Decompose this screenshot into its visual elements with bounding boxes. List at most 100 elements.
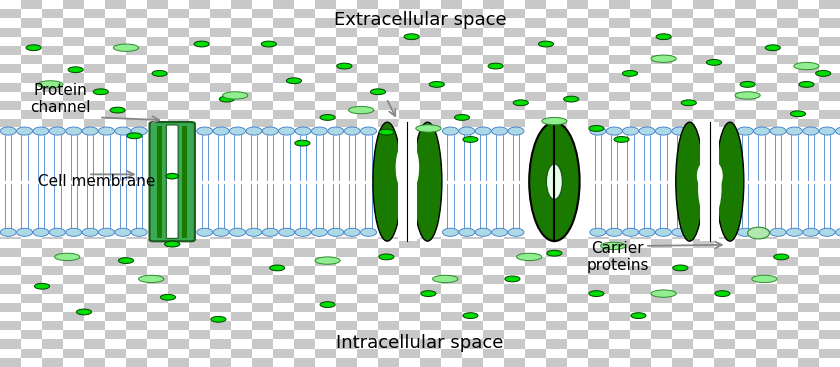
Ellipse shape xyxy=(82,228,98,236)
Bar xyxy=(609,284,630,294)
Bar xyxy=(756,9,777,18)
Bar xyxy=(420,0,441,9)
Ellipse shape xyxy=(295,127,311,135)
Bar xyxy=(0,46,21,55)
Bar xyxy=(756,312,777,321)
Bar xyxy=(168,321,189,330)
Text: Intracellular space: Intracellular space xyxy=(336,334,504,352)
Bar xyxy=(609,64,630,73)
Bar xyxy=(63,312,84,321)
Bar xyxy=(168,303,189,312)
Bar xyxy=(756,83,777,92)
Bar xyxy=(546,303,567,312)
Bar xyxy=(567,312,588,321)
Bar xyxy=(525,28,546,37)
Bar xyxy=(168,46,189,55)
Bar xyxy=(735,358,756,367)
Bar xyxy=(693,0,714,9)
Bar xyxy=(126,83,147,92)
Bar xyxy=(105,128,126,138)
Bar xyxy=(483,55,504,64)
Bar xyxy=(252,248,273,257)
Bar xyxy=(336,266,357,275)
Ellipse shape xyxy=(50,228,66,236)
Ellipse shape xyxy=(794,62,819,70)
Bar xyxy=(693,73,714,83)
Bar xyxy=(168,101,189,110)
Bar xyxy=(504,358,525,367)
Bar xyxy=(315,92,336,101)
Bar xyxy=(567,0,588,9)
Bar xyxy=(651,28,672,37)
Bar xyxy=(315,321,336,330)
Bar xyxy=(189,73,210,83)
Bar xyxy=(777,193,798,202)
Ellipse shape xyxy=(681,100,696,106)
Ellipse shape xyxy=(740,81,755,87)
Bar xyxy=(630,312,651,321)
Bar xyxy=(21,330,42,339)
Bar xyxy=(609,83,630,92)
Bar xyxy=(273,211,294,220)
Bar xyxy=(210,284,231,294)
Ellipse shape xyxy=(622,70,638,76)
Bar xyxy=(147,257,168,266)
Ellipse shape xyxy=(110,107,125,113)
Bar xyxy=(420,303,441,312)
Bar xyxy=(252,266,273,275)
Bar xyxy=(798,165,819,174)
Bar xyxy=(21,303,42,312)
Bar xyxy=(189,248,210,257)
Ellipse shape xyxy=(752,275,777,283)
Bar xyxy=(315,193,336,202)
Bar xyxy=(168,28,189,37)
Bar xyxy=(189,165,210,174)
Ellipse shape xyxy=(68,67,83,73)
Bar xyxy=(357,349,378,358)
Ellipse shape xyxy=(98,127,114,135)
Bar xyxy=(777,83,798,92)
Bar xyxy=(147,211,168,220)
Bar xyxy=(714,321,735,330)
Bar xyxy=(315,257,336,266)
Bar xyxy=(336,128,357,138)
Bar xyxy=(294,128,315,138)
Bar xyxy=(168,211,189,220)
Bar xyxy=(357,211,378,220)
Bar xyxy=(42,9,63,18)
Bar xyxy=(819,92,840,101)
Bar xyxy=(63,0,84,9)
Bar xyxy=(0,28,21,37)
Bar xyxy=(462,101,483,110)
Bar xyxy=(798,239,819,248)
Bar xyxy=(105,303,126,312)
Bar xyxy=(420,73,441,83)
Bar xyxy=(672,46,693,55)
Bar xyxy=(84,147,105,156)
Bar xyxy=(189,349,210,358)
Bar xyxy=(294,303,315,312)
Bar xyxy=(399,257,420,266)
Bar xyxy=(504,83,525,92)
Bar xyxy=(21,101,42,110)
Bar xyxy=(378,92,399,101)
Bar xyxy=(546,18,567,28)
Bar xyxy=(189,321,210,330)
Bar xyxy=(84,184,105,193)
Bar xyxy=(147,266,168,275)
Bar xyxy=(126,0,147,9)
Bar xyxy=(714,303,735,312)
Bar xyxy=(126,202,147,211)
Bar xyxy=(777,110,798,119)
Bar xyxy=(105,284,126,294)
Ellipse shape xyxy=(459,127,475,135)
Bar xyxy=(714,165,735,174)
Bar xyxy=(315,46,336,55)
Ellipse shape xyxy=(819,127,835,135)
Bar xyxy=(735,0,756,9)
Bar xyxy=(42,110,63,119)
Bar xyxy=(21,110,42,119)
Bar xyxy=(378,239,399,248)
Ellipse shape xyxy=(413,122,442,241)
Bar xyxy=(126,266,147,275)
